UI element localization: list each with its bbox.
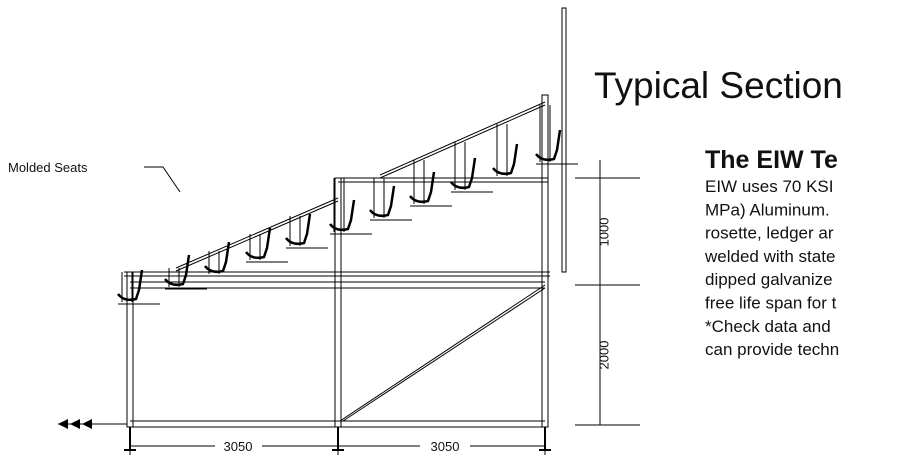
body-text: EIW uses 70 KSI MPa) Aluminum. rosette, le… — [704, 177, 839, 359]
seat — [329, 199, 356, 232]
post — [541, 94, 549, 428]
seat — [204, 241, 231, 274]
seat — [164, 254, 191, 287]
stringer — [175, 197, 339, 269]
stringer — [379, 101, 546, 176]
seat — [245, 227, 272, 260]
body-line: EIW uses 70 KSI — [705, 177, 834, 196]
heading: The EIW Te — [705, 146, 838, 174]
title: Typical Section — [594, 65, 843, 106]
dimension-label: 3050 — [431, 439, 460, 454]
callout-leader — [144, 166, 181, 193]
body-line: welded with state — [704, 247, 835, 266]
body-line: *Check data and — [705, 317, 831, 336]
ledgers — [124, 177, 550, 428]
arrows — [58, 419, 127, 429]
brace — [342, 287, 546, 422]
body-line: rosette, ledger ar — [705, 224, 834, 243]
back-rail — [561, 7, 567, 273]
brace — [339, 284, 546, 422]
stringer — [379, 104, 546, 179]
scaffold-structure — [58, 7, 640, 455]
seat — [450, 157, 477, 190]
dimension-lines — [129, 160, 640, 455]
post — [334, 177, 342, 428]
dimension-label: 3050 — [224, 439, 253, 454]
stringer — [175, 200, 339, 272]
seat — [117, 269, 144, 302]
dimension-label: 2000 — [596, 341, 611, 370]
dimension-label: 1000 — [596, 218, 611, 247]
body-line: can provide techn — [705, 340, 839, 359]
seat — [285, 213, 312, 246]
seat — [492, 143, 519, 176]
body-line: MPa) Aluminum. — [705, 200, 830, 219]
body-line: dipped galvanize — [705, 270, 833, 289]
seat — [409, 171, 436, 204]
body-line: free life span for t — [705, 294, 837, 313]
seat — [535, 129, 562, 162]
callout-label: Molded Seats — [8, 160, 88, 175]
seat — [369, 185, 396, 218]
